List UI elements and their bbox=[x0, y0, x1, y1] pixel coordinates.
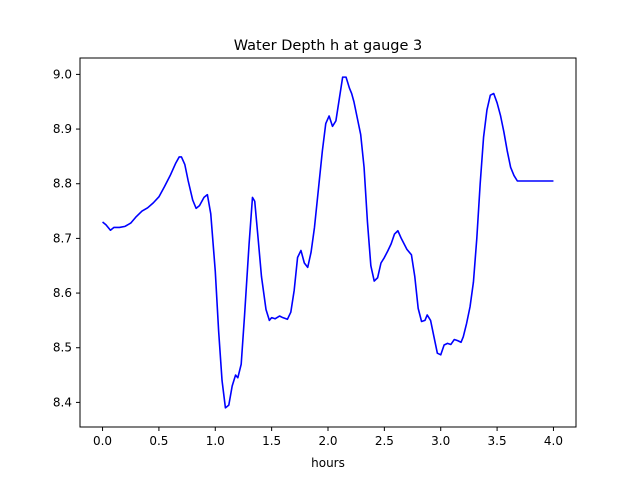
plot-area bbox=[102, 76, 554, 409]
x-tick-label: 1.5 bbox=[262, 434, 281, 448]
y-tick-label: 8.8 bbox=[53, 177, 72, 191]
x-axis-label: hours bbox=[311, 456, 345, 470]
x-tick-label: 4.0 bbox=[544, 434, 563, 448]
y-tick-label: 8.5 bbox=[53, 341, 72, 355]
x-tick-label: 0.0 bbox=[93, 434, 112, 448]
y-tick-label: 9.0 bbox=[53, 67, 72, 81]
y-tick-label: 8.4 bbox=[53, 395, 72, 409]
x-axis: 0.0 0.5 1.0 1.5 2.0 2.5 3.0 3.5 4.0 bbox=[93, 427, 563, 448]
y-tick-label: 8.9 bbox=[53, 122, 72, 136]
x-tick-label: 3.0 bbox=[431, 434, 450, 448]
x-tick-label: 0.5 bbox=[149, 434, 168, 448]
x-tick-label: 1.0 bbox=[206, 434, 225, 448]
y-tick-label: 8.6 bbox=[53, 286, 72, 300]
y-tick-label: 8.7 bbox=[53, 231, 72, 245]
x-tick-label: 3.5 bbox=[488, 434, 507, 448]
x-tick-label: 2.0 bbox=[318, 434, 337, 448]
y-axis: 8.4 8.5 8.6 8.7 8.8 8.9 9.0 bbox=[53, 67, 80, 409]
plot-frame bbox=[79, 57, 577, 428]
series-line-0 bbox=[102, 76, 554, 409]
chart-title: Water Depth h at gauge 3 bbox=[234, 38, 422, 54]
x-tick-label: 2.5 bbox=[375, 434, 394, 448]
